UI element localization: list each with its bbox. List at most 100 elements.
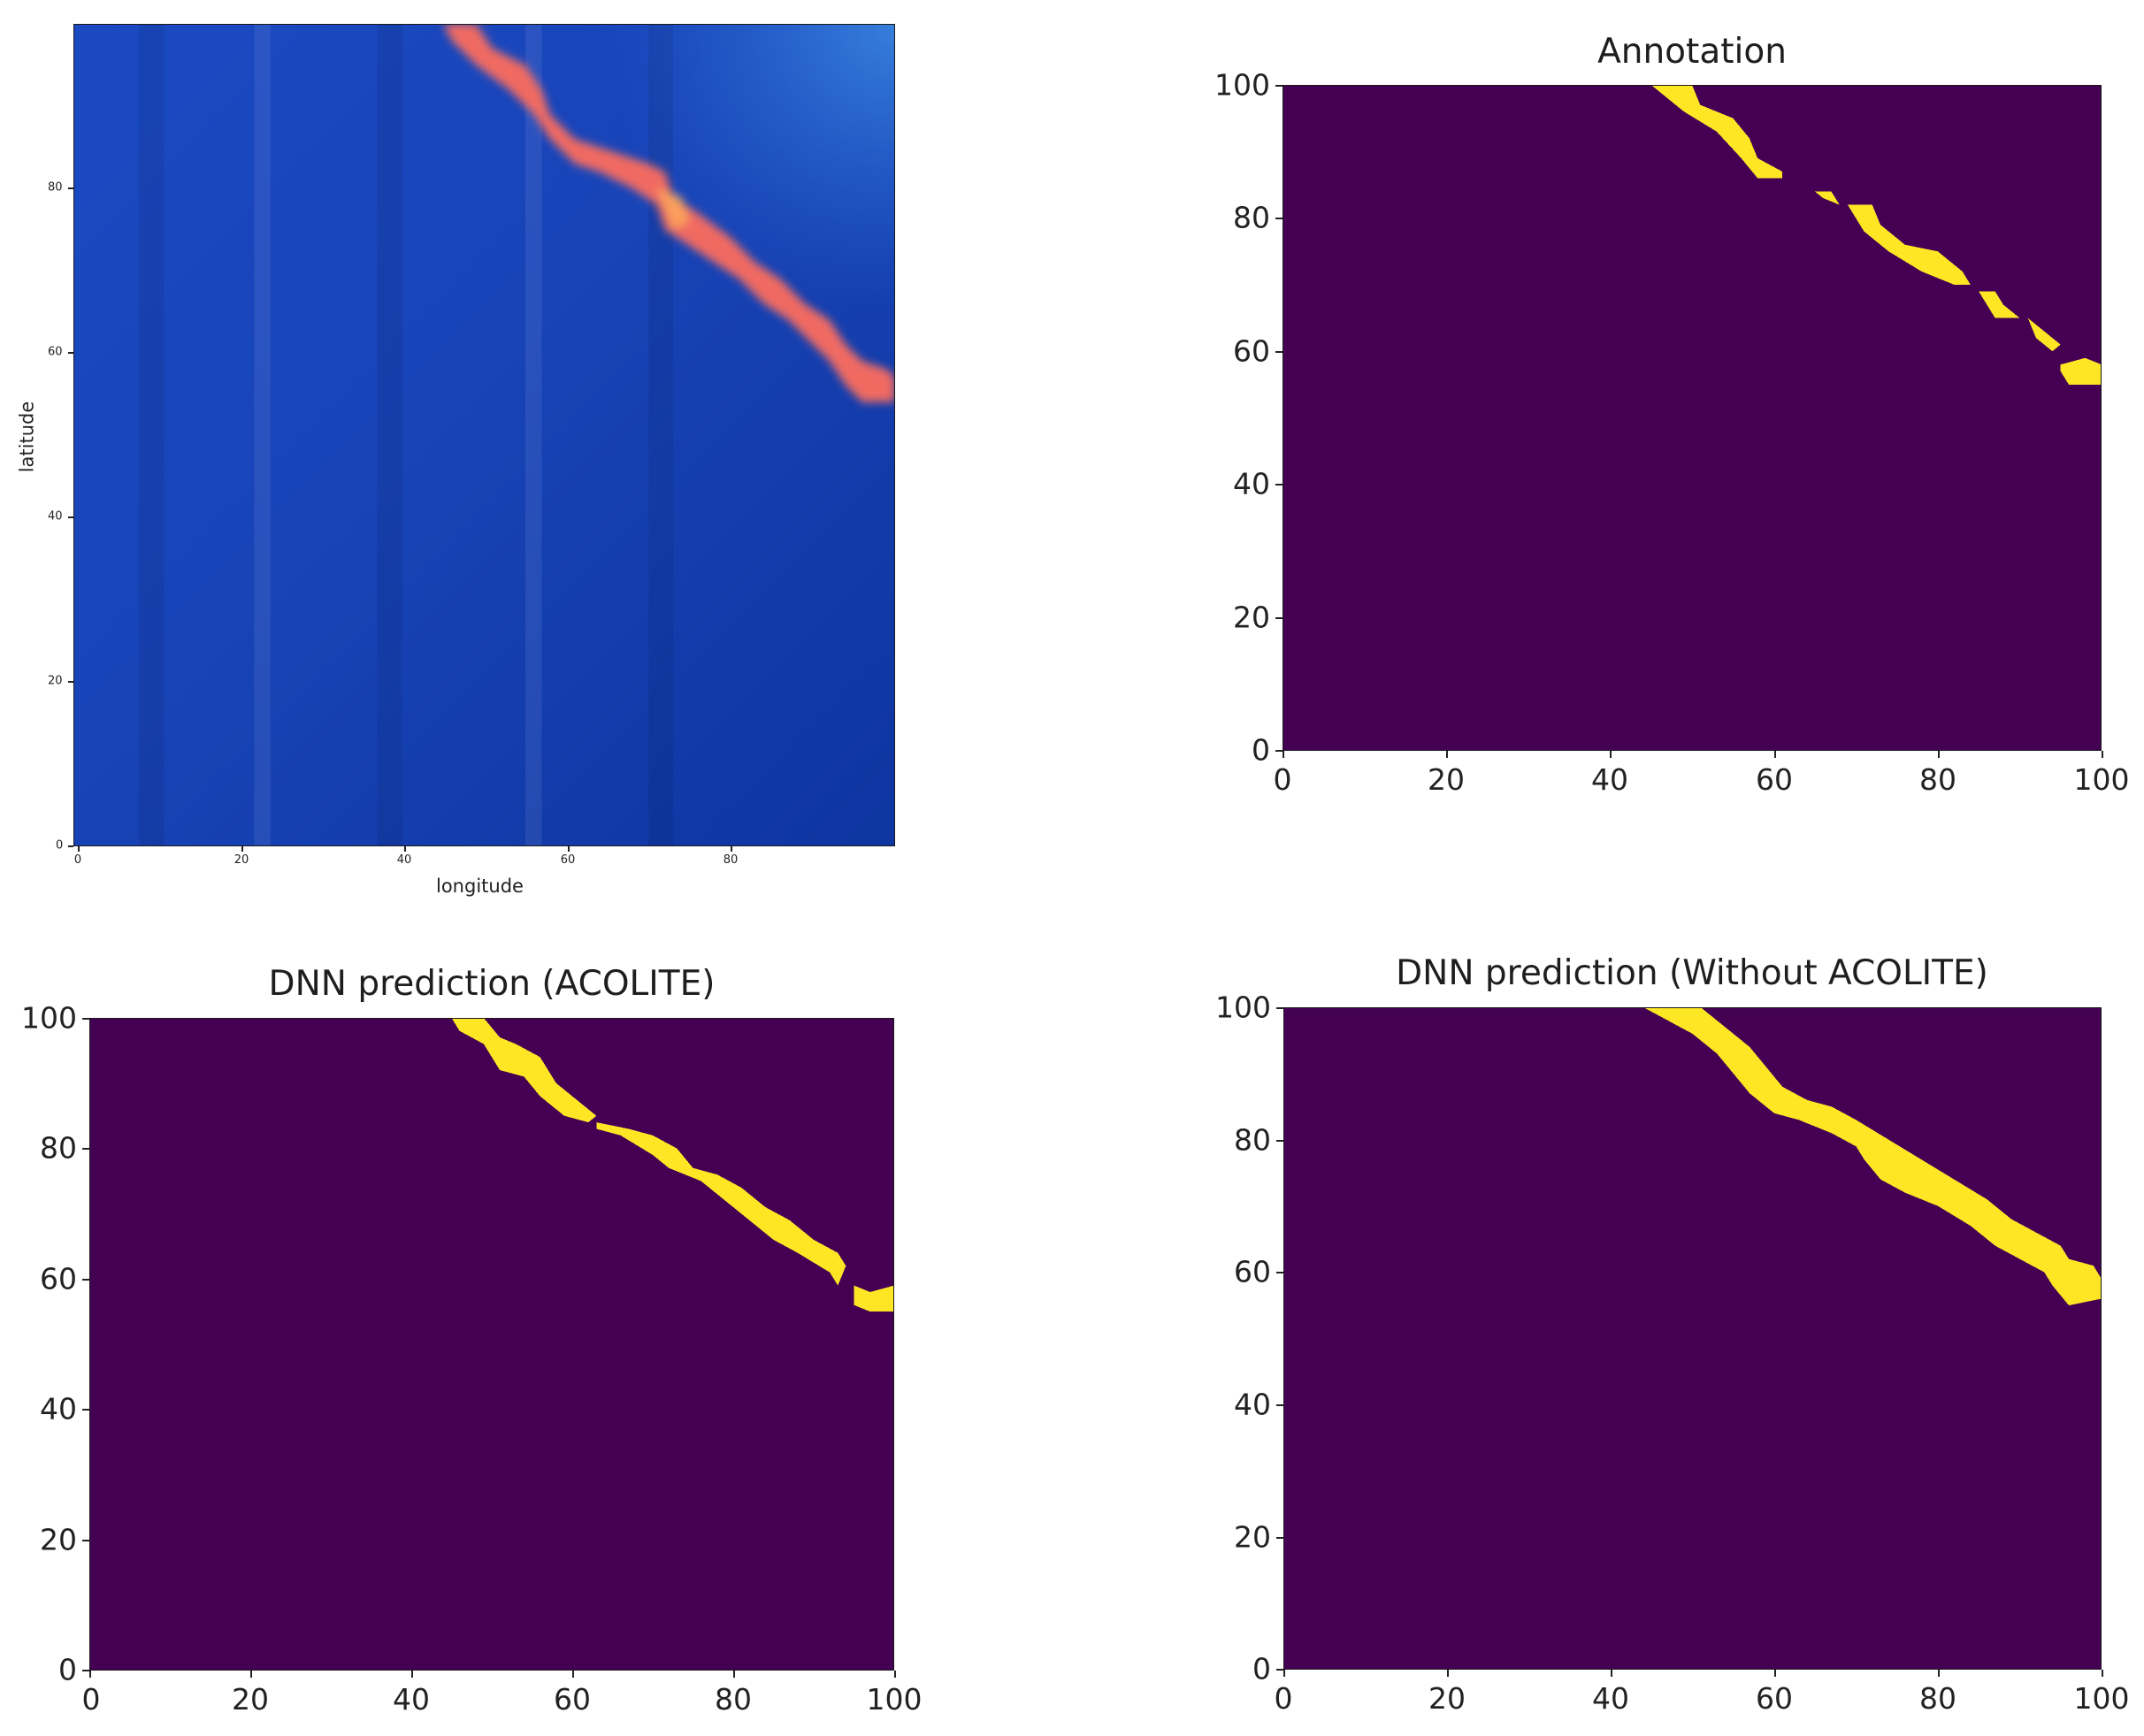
dnn-without-acolite-mask [1283,1007,2102,1670]
ytick-mark [68,187,73,189]
ytick-mark [1275,617,1283,619]
annotation-mask [1283,85,2102,751]
xtick-label: 40 [396,853,412,867]
ytick-label: 20 [40,1522,77,1557]
xtick-label: 20 [232,1682,269,1717]
xtick-label: 40 [1591,762,1628,797]
ytick-mark [68,352,73,354]
ytick-label: 40 [1233,466,1270,501]
panel-title: DNN prediction (ACOLITE) [268,964,716,1004]
xtick-label: 60 [560,853,576,867]
ytick-mark [1276,1537,1283,1539]
xtick-mark [2102,751,2103,758]
xtick-mark [568,846,570,852]
mask-raster [1283,1007,2102,1670]
ytick-label: 100 [1215,990,1271,1025]
ytick-mark [1276,1272,1283,1273]
ytick-mark [1276,1007,1283,1009]
xtick-label: 60 [554,1682,591,1717]
xtick-label: 80 [723,853,739,867]
xtick-label: 0 [73,853,82,867]
ytick-mark [1275,351,1283,353]
xtick-label: 100 [2073,762,2130,797]
ytick-mark [1275,484,1283,486]
ytick-label: 100 [1214,67,1270,103]
ytick-mark [1276,1140,1283,1142]
ytick-mark [82,1018,89,1020]
xtick-label: 80 [715,1682,752,1717]
panel-dnn-acolite: DNN prediction (ACOLITE) 0 20 40 60 80 1… [0,937,973,1736]
ytick-label: 0 [56,838,64,853]
ytick-label: 40 [40,1391,77,1426]
xtick-mark [1446,751,1448,758]
xtick-label: 60 [1756,762,1793,797]
xtick-label: 0 [1273,762,1292,797]
ytick-label: 80 [1233,200,1270,235]
xtick-mark [733,1671,735,1678]
dnn-acolite-mask [89,1018,894,1671]
xtick-mark [1774,1670,1776,1677]
ytick-mark [1275,750,1283,752]
xtick-mark [1774,751,1776,758]
panel-dnn-without-acolite: DNN prediction (Without ACOLITE) 0 20 40… [1150,920,2144,1736]
xtick-mark [89,1671,91,1678]
xtick-mark [1938,1670,1940,1677]
ytick-label: 20 [48,674,63,688]
xtick-mark [1611,1670,1612,1677]
xtick-mark [1283,751,1284,758]
panel-title: Annotation [1597,32,1787,72]
ytick-label: 60 [1233,333,1270,369]
xtick-label: 100 [2073,1681,2130,1716]
xtick-label: 80 [1919,1681,1956,1716]
xtick-mark [404,846,406,852]
xtick-label: 40 [393,1682,430,1717]
ytick-mark [82,1540,89,1541]
xtick-mark [411,1671,413,1678]
ytick-label: 40 [48,509,63,524]
ytick-mark [1276,1404,1283,1406]
ytick-label: 60 [48,345,63,359]
ytick-label: 60 [40,1261,77,1296]
ytick-mark [82,1279,89,1281]
xtick-mark [572,1671,574,1678]
ytick-label: 80 [48,180,63,195]
xtick-label: 60 [1756,1681,1793,1716]
xtick-mark [2102,1670,2103,1677]
panel-satellite: 0 20 40 60 80 0 20 40 60 80 longitude la… [0,0,973,937]
xtick-label: 20 [1428,1681,1466,1716]
xtick-label: 20 [1428,762,1465,797]
xtick-mark [1610,751,1612,758]
mask-raster [89,1018,894,1671]
ytick-label: 60 [1234,1254,1271,1289]
ytick-label: 0 [58,1652,77,1687]
ytick-label: 20 [1234,1519,1271,1555]
xtick-label: 0 [81,1682,101,1717]
ytick-label: 20 [1233,600,1270,635]
y-axis-label: latitude [16,401,38,473]
ytick-label: 80 [40,1130,77,1166]
xtick-label: 0 [1274,1681,1293,1716]
ytick-label: 40 [1234,1387,1271,1422]
x-axis-label: longitude [436,876,524,897]
satellite-raster [73,24,895,846]
ytick-mark [1276,1669,1283,1671]
ytick-mark [1275,218,1283,219]
ytick-mark [82,1409,89,1411]
plume-feature [443,24,895,402]
xtick-mark [1447,1670,1449,1677]
ytick-label: 100 [21,1000,77,1036]
xtick-label: 100 [866,1682,923,1717]
ytick-mark [82,1670,89,1671]
ytick-label: 80 [1234,1122,1271,1158]
xtick-label: 40 [1592,1681,1629,1716]
ytick-mark [68,845,73,847]
ytick-mark [68,516,73,518]
xtick-mark [1938,751,1940,758]
xtick-mark [250,1671,252,1678]
xtick-mark [78,846,80,852]
xtick-label: 80 [1919,762,1956,797]
mask-raster [1283,85,2102,751]
xtick-mark [1283,1670,1285,1677]
panel-title: DNN prediction (Without ACOLITE) [1396,953,1988,993]
ytick-label: 0 [1252,732,1270,768]
